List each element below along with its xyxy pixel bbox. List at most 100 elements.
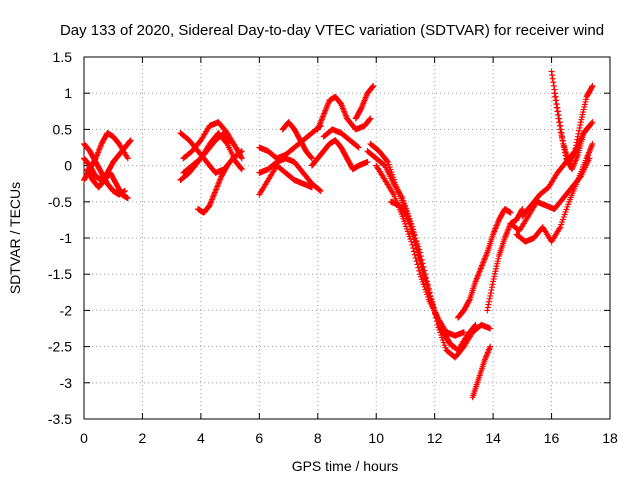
data-point (359, 103, 366, 110)
data-point (476, 268, 483, 275)
series-track-v (455, 206, 514, 321)
series-track-g (180, 119, 245, 162)
data-point (422, 278, 429, 285)
data-point (560, 143, 567, 150)
data-point (483, 250, 490, 257)
data-point (317, 187, 324, 194)
data-point (478, 263, 485, 270)
data-point (548, 68, 555, 75)
data-point (404, 215, 411, 222)
data-point (587, 146, 594, 153)
data-point (556, 225, 563, 232)
data-point (472, 321, 479, 328)
data-point (96, 146, 103, 153)
data-point (494, 219, 501, 226)
data-point (586, 122, 593, 129)
x-tick-label: 10 (368, 430, 384, 446)
data-point (550, 82, 557, 89)
data-point (213, 185, 220, 192)
series-track-q (352, 82, 377, 122)
data-point (484, 350, 491, 357)
data-point (95, 149, 102, 156)
data-point (576, 127, 583, 134)
data-point (123, 153, 130, 160)
data-point (360, 100, 367, 107)
x-tick-label: 18 (602, 430, 618, 446)
data-point (415, 264, 422, 271)
data-point (487, 343, 494, 350)
data-point (367, 115, 374, 122)
data-point (319, 114, 326, 121)
data-point (307, 153, 314, 160)
data-point (223, 163, 230, 170)
data-point (316, 122, 323, 129)
x-axis-label: GPS time / hours (292, 458, 399, 474)
data-point (308, 154, 315, 161)
series-track-u (387, 198, 456, 350)
x-tick-label: 0 (80, 430, 88, 446)
data-point (360, 98, 367, 105)
data-point (406, 220, 413, 227)
data-point (573, 139, 580, 146)
data-point (210, 193, 217, 200)
axis-ticks: 0 2 4 6 8 10 12 14 16 18 -3.5 -3 -2.5 -2 -1.5 -1 -0.5 0 0.… (48, 49, 618, 446)
data-point (362, 94, 369, 101)
data-point (212, 187, 219, 194)
data-point (366, 116, 373, 123)
data-point (474, 272, 481, 279)
data-point (589, 140, 596, 147)
data-point (323, 104, 330, 111)
data-point (507, 209, 514, 216)
data-point (407, 223, 414, 230)
data-point (577, 122, 584, 129)
data-point (574, 133, 581, 140)
chart-title: Day 133 of 2020, Sidereal Day-to-day VTE… (60, 22, 604, 39)
data-point (238, 154, 245, 161)
data-point (573, 156, 580, 163)
data-point (208, 196, 215, 203)
data-point (407, 226, 414, 233)
data-point (553, 104, 560, 111)
data-point (490, 229, 497, 236)
data-point (589, 119, 596, 126)
y-tick-label: -3 (60, 375, 73, 391)
data-point (479, 262, 486, 269)
data-point (321, 110, 328, 117)
data-point (417, 261, 424, 268)
data-point (415, 252, 422, 259)
data-point (308, 155, 315, 162)
data-point (549, 75, 556, 82)
data-point (486, 295, 493, 302)
data-point (409, 233, 416, 240)
series-track-s (367, 140, 479, 354)
data-point (482, 355, 489, 362)
y-axis-label: SDTVAR / TECUs (7, 182, 23, 294)
data-point (413, 246, 420, 253)
data-point (518, 207, 525, 214)
data-point (238, 166, 245, 173)
data-point (405, 216, 412, 223)
data-point (124, 195, 131, 202)
data-point (359, 101, 366, 108)
data-point (494, 221, 501, 228)
data-point (419, 266, 426, 273)
data-point (493, 224, 500, 231)
data-point (484, 304, 491, 311)
data-point (127, 137, 134, 144)
series-track-d (83, 166, 131, 202)
data-point (214, 183, 221, 190)
data-point (366, 116, 373, 123)
data-point (483, 352, 490, 359)
data-point (430, 304, 437, 311)
data-point (216, 179, 223, 186)
data-point (412, 242, 419, 249)
data-point (554, 111, 561, 118)
series-track-l (256, 162, 315, 198)
series-track-o (314, 93, 374, 133)
data-point (558, 132, 565, 139)
data-point (211, 189, 218, 196)
data-point (492, 225, 499, 232)
data-point (214, 182, 221, 189)
data-point (126, 138, 133, 145)
data-point (415, 255, 422, 262)
